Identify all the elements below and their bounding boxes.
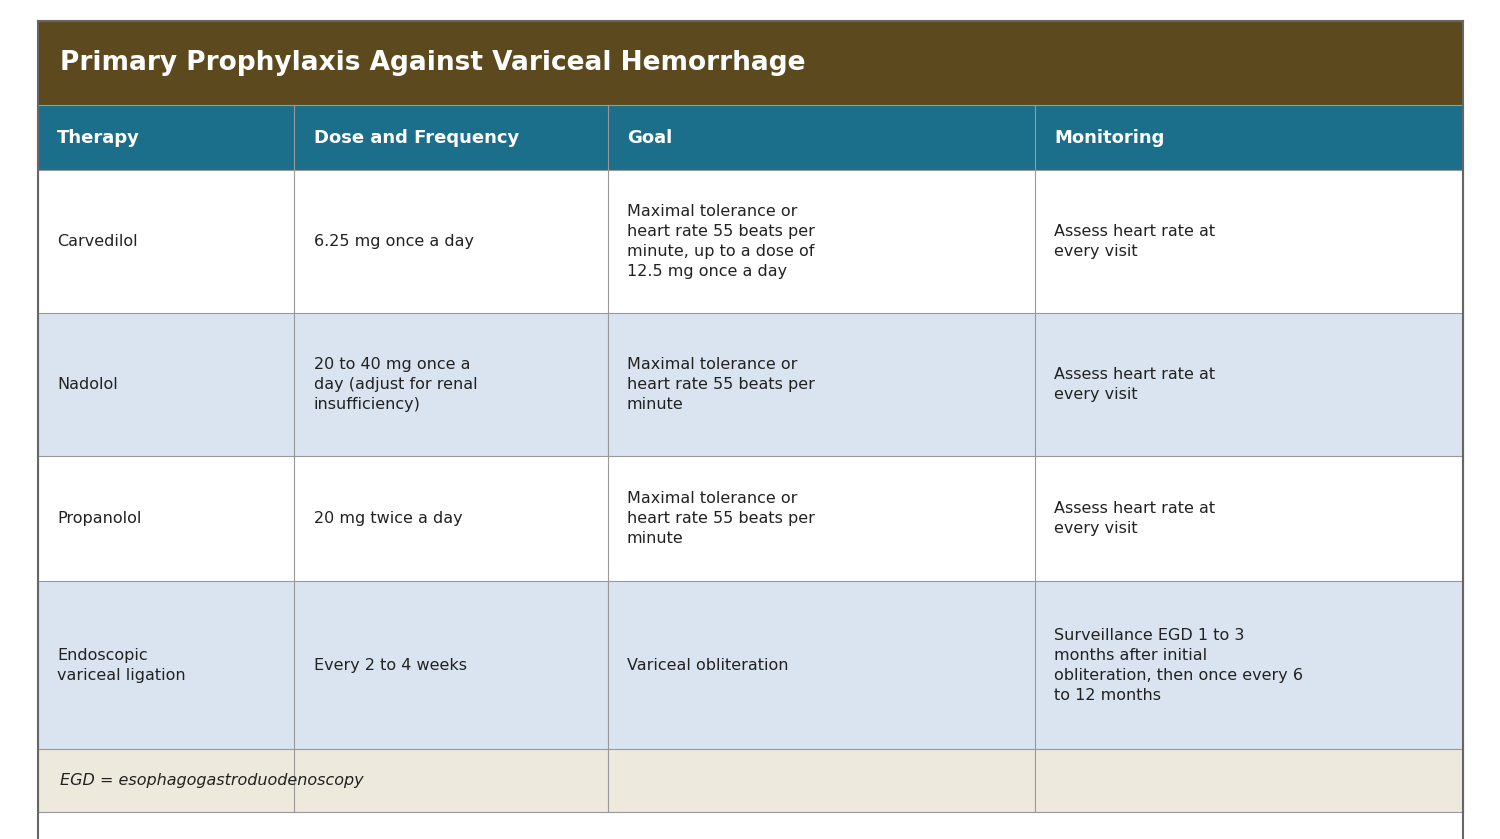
Text: Propanolol: Propanolol xyxy=(57,511,141,526)
Bar xyxy=(1035,456,1462,581)
Bar xyxy=(608,313,1035,456)
Text: Therapy: Therapy xyxy=(57,128,140,147)
Bar xyxy=(1035,170,1462,313)
Bar xyxy=(294,456,608,581)
Bar xyxy=(38,313,294,456)
Text: Variceal obliteration: Variceal obliteration xyxy=(627,658,789,673)
Text: Assess heart rate at
every visit: Assess heart rate at every visit xyxy=(1054,501,1215,536)
Text: Every 2 to 4 weeks: Every 2 to 4 weeks xyxy=(314,658,466,673)
Text: Monitoring: Monitoring xyxy=(1054,128,1166,147)
Bar xyxy=(294,581,608,749)
Bar xyxy=(1035,105,1462,170)
Bar xyxy=(608,581,1035,749)
Text: EGD = esophagogastroduodenoscopy: EGD = esophagogastroduodenoscopy xyxy=(60,774,363,788)
Bar xyxy=(294,170,608,313)
Text: Maximal tolerance or
heart rate 55 beats per
minute, up to a dose of
12.5 mg onc: Maximal tolerance or heart rate 55 beats… xyxy=(627,205,815,279)
Bar xyxy=(38,581,294,749)
Bar xyxy=(38,105,294,170)
Bar xyxy=(1035,581,1462,749)
Text: Goal: Goal xyxy=(627,128,672,147)
Bar xyxy=(608,105,1035,170)
Text: 20 mg twice a day: 20 mg twice a day xyxy=(314,511,462,526)
Text: Endoscopic
variceal ligation: Endoscopic variceal ligation xyxy=(57,648,186,683)
Text: Assess heart rate at
every visit: Assess heart rate at every visit xyxy=(1054,224,1215,259)
Text: Carvedilol: Carvedilol xyxy=(57,234,138,249)
Bar xyxy=(608,170,1035,313)
Text: Dose and Frequency: Dose and Frequency xyxy=(314,128,519,147)
Bar xyxy=(608,456,1035,581)
Bar xyxy=(38,170,294,313)
Text: Nadolol: Nadolol xyxy=(57,377,117,392)
Bar xyxy=(294,105,608,170)
Bar xyxy=(1035,313,1462,456)
Bar xyxy=(294,313,608,456)
Bar xyxy=(38,21,1462,105)
Text: Assess heart rate at
every visit: Assess heart rate at every visit xyxy=(1054,367,1215,402)
Bar xyxy=(38,456,294,581)
Text: Maximal tolerance or
heart rate 55 beats per
minute: Maximal tolerance or heart rate 55 beats… xyxy=(627,357,815,412)
Bar xyxy=(38,749,1462,812)
Text: Maximal tolerance or
heart rate 55 beats per
minute: Maximal tolerance or heart rate 55 beats… xyxy=(627,491,815,546)
Text: Primary Prophylaxis Against Variceal Hemorrhage: Primary Prophylaxis Against Variceal Hem… xyxy=(60,50,806,76)
Text: 6.25 mg once a day: 6.25 mg once a day xyxy=(314,234,474,249)
Text: Surveillance EGD 1 to 3
months after initial
obliteration, then once every 6
to : Surveillance EGD 1 to 3 months after ini… xyxy=(1054,628,1304,702)
Text: 20 to 40 mg once a
day (adjust for renal
insufficiency): 20 to 40 mg once a day (adjust for renal… xyxy=(314,357,477,412)
